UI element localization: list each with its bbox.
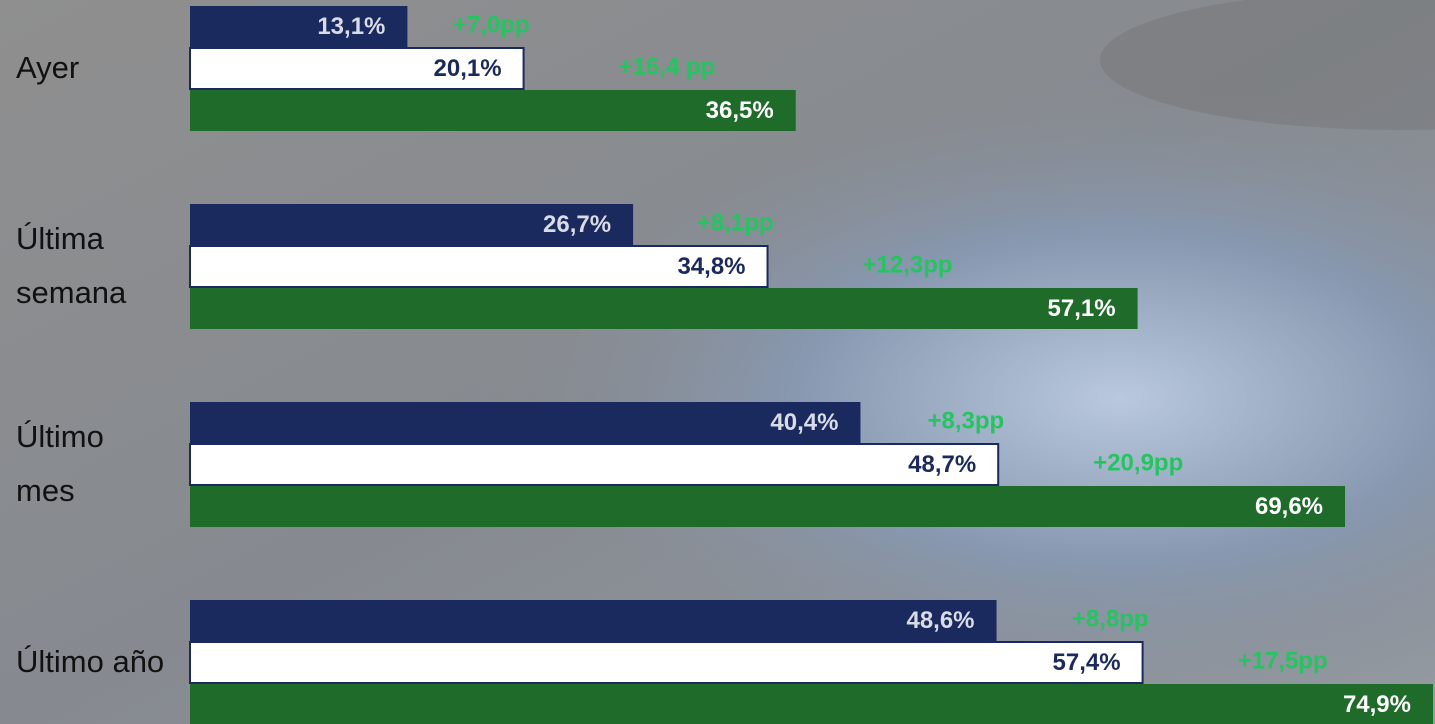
value-label: 36,5% xyxy=(706,97,774,124)
annotation: +17,5pp xyxy=(1238,647,1328,674)
category-label: Última semana xyxy=(16,212,166,320)
value-label: 13,1% xyxy=(317,13,385,40)
category-label: Último mes xyxy=(16,410,166,518)
annotation: +12,3pp xyxy=(863,251,953,278)
annotation: +20,9pp xyxy=(1093,449,1183,476)
value-label: 34,8% xyxy=(677,253,745,280)
value-label: 57,4% xyxy=(1053,649,1121,676)
annotation: +8,8pp xyxy=(1072,605,1149,632)
bar xyxy=(190,402,860,443)
value-label: 20,1% xyxy=(434,55,502,82)
value-label: 74,9% xyxy=(1343,691,1411,718)
value-label: 69,6% xyxy=(1255,493,1323,520)
annotation: +7,0pp xyxy=(453,11,530,38)
value-label: 26,7% xyxy=(543,211,611,238)
bar xyxy=(190,444,998,485)
bar xyxy=(190,684,1433,724)
bar xyxy=(190,600,997,641)
value-label: 48,7% xyxy=(908,451,976,478)
chart: 13,1% 20,1% 36,5% +7,0pp +16,4 pp 26,7% 34,8% 5… xyxy=(0,0,1435,724)
category-label: Ayer xyxy=(16,41,166,95)
chart-canvas: 13,1% 20,1% 36,5% +7,0pp +16,4 pp 26,7% 34,8% 5… xyxy=(0,0,1435,724)
bar xyxy=(190,486,1345,527)
value-label: 57,1% xyxy=(1048,295,1116,322)
bar xyxy=(190,288,1138,329)
annotation: +8,3pp xyxy=(927,407,1004,434)
annotation: +16,4 pp xyxy=(619,53,716,80)
value-label: 40,4% xyxy=(770,409,838,436)
category-label: Último año xyxy=(16,635,166,689)
annotation: +8,1pp xyxy=(697,209,774,236)
bar xyxy=(190,642,1143,683)
value-label: 48,6% xyxy=(906,607,974,634)
